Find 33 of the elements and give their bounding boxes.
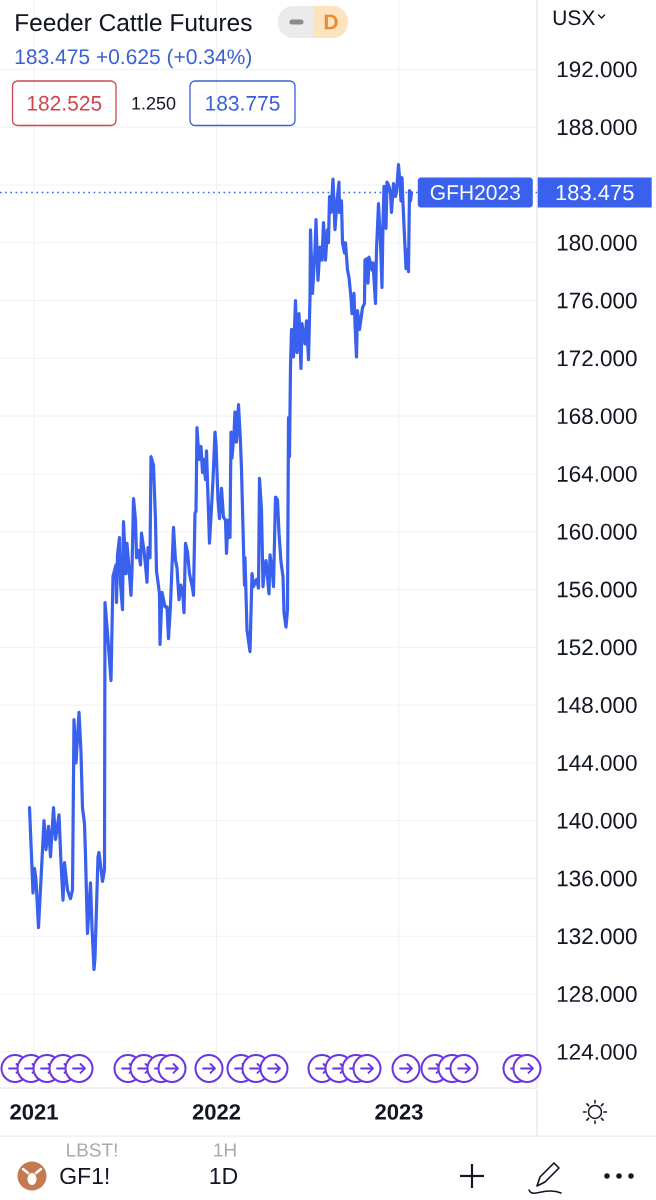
y-tick-label: 156.000 [557, 581, 637, 598]
y-tick-label: 160.000 [557, 523, 637, 540]
annotation: D [324, 14, 338, 30]
y-tick-label: 188.000 [557, 119, 637, 136]
x-tick-label: 2023 [375, 1104, 423, 1120]
annotation: 183.775 [206, 95, 280, 111]
y-tick-label: 144.000 [557, 754, 637, 771]
y-tick-label: 172.000 [557, 350, 637, 367]
y-tick-label: 136.000 [557, 870, 637, 887]
y-tick-label: 128.000 [557, 986, 637, 1003]
text: GF1! [60, 1167, 109, 1185]
text: 1D [210, 1168, 238, 1184]
y-tick-label: 148.000 [557, 697, 637, 714]
x-tick-label: 2021 [10, 1104, 58, 1120]
y-tick-label: 176.000 [557, 292, 637, 309]
text: 1H [214, 1143, 236, 1157]
y-tick-label: 152.000 [557, 639, 637, 656]
y-tick-label: 192.000 [557, 61, 637, 78]
chart-title: Feeder Cattle Futures [16, 13, 252, 32]
annotation: 1.250 [132, 96, 176, 110]
x-tick-label: 2022 [192, 1104, 241, 1120]
y-tick-label: 124.000 [557, 1043, 637, 1060]
ref-line-label: GFH2023 [430, 185, 520, 200]
text: 183.475 +0.625 (+0.34%) [15, 48, 252, 69]
y-tick-label: 180.000 [557, 234, 637, 251]
y-axis-title: USX [553, 10, 595, 26]
annotation: 182.525 [27, 95, 102, 111]
y-tick-label: 140.000 [557, 812, 637, 829]
y-tick-label: 164.000 [557, 465, 637, 482]
y-tick-label: 168.000 [557, 408, 637, 425]
text: LBST! [67, 1143, 117, 1157]
y-tick-label: 132.000 [557, 928, 637, 945]
text: 183.475 [556, 184, 634, 201]
